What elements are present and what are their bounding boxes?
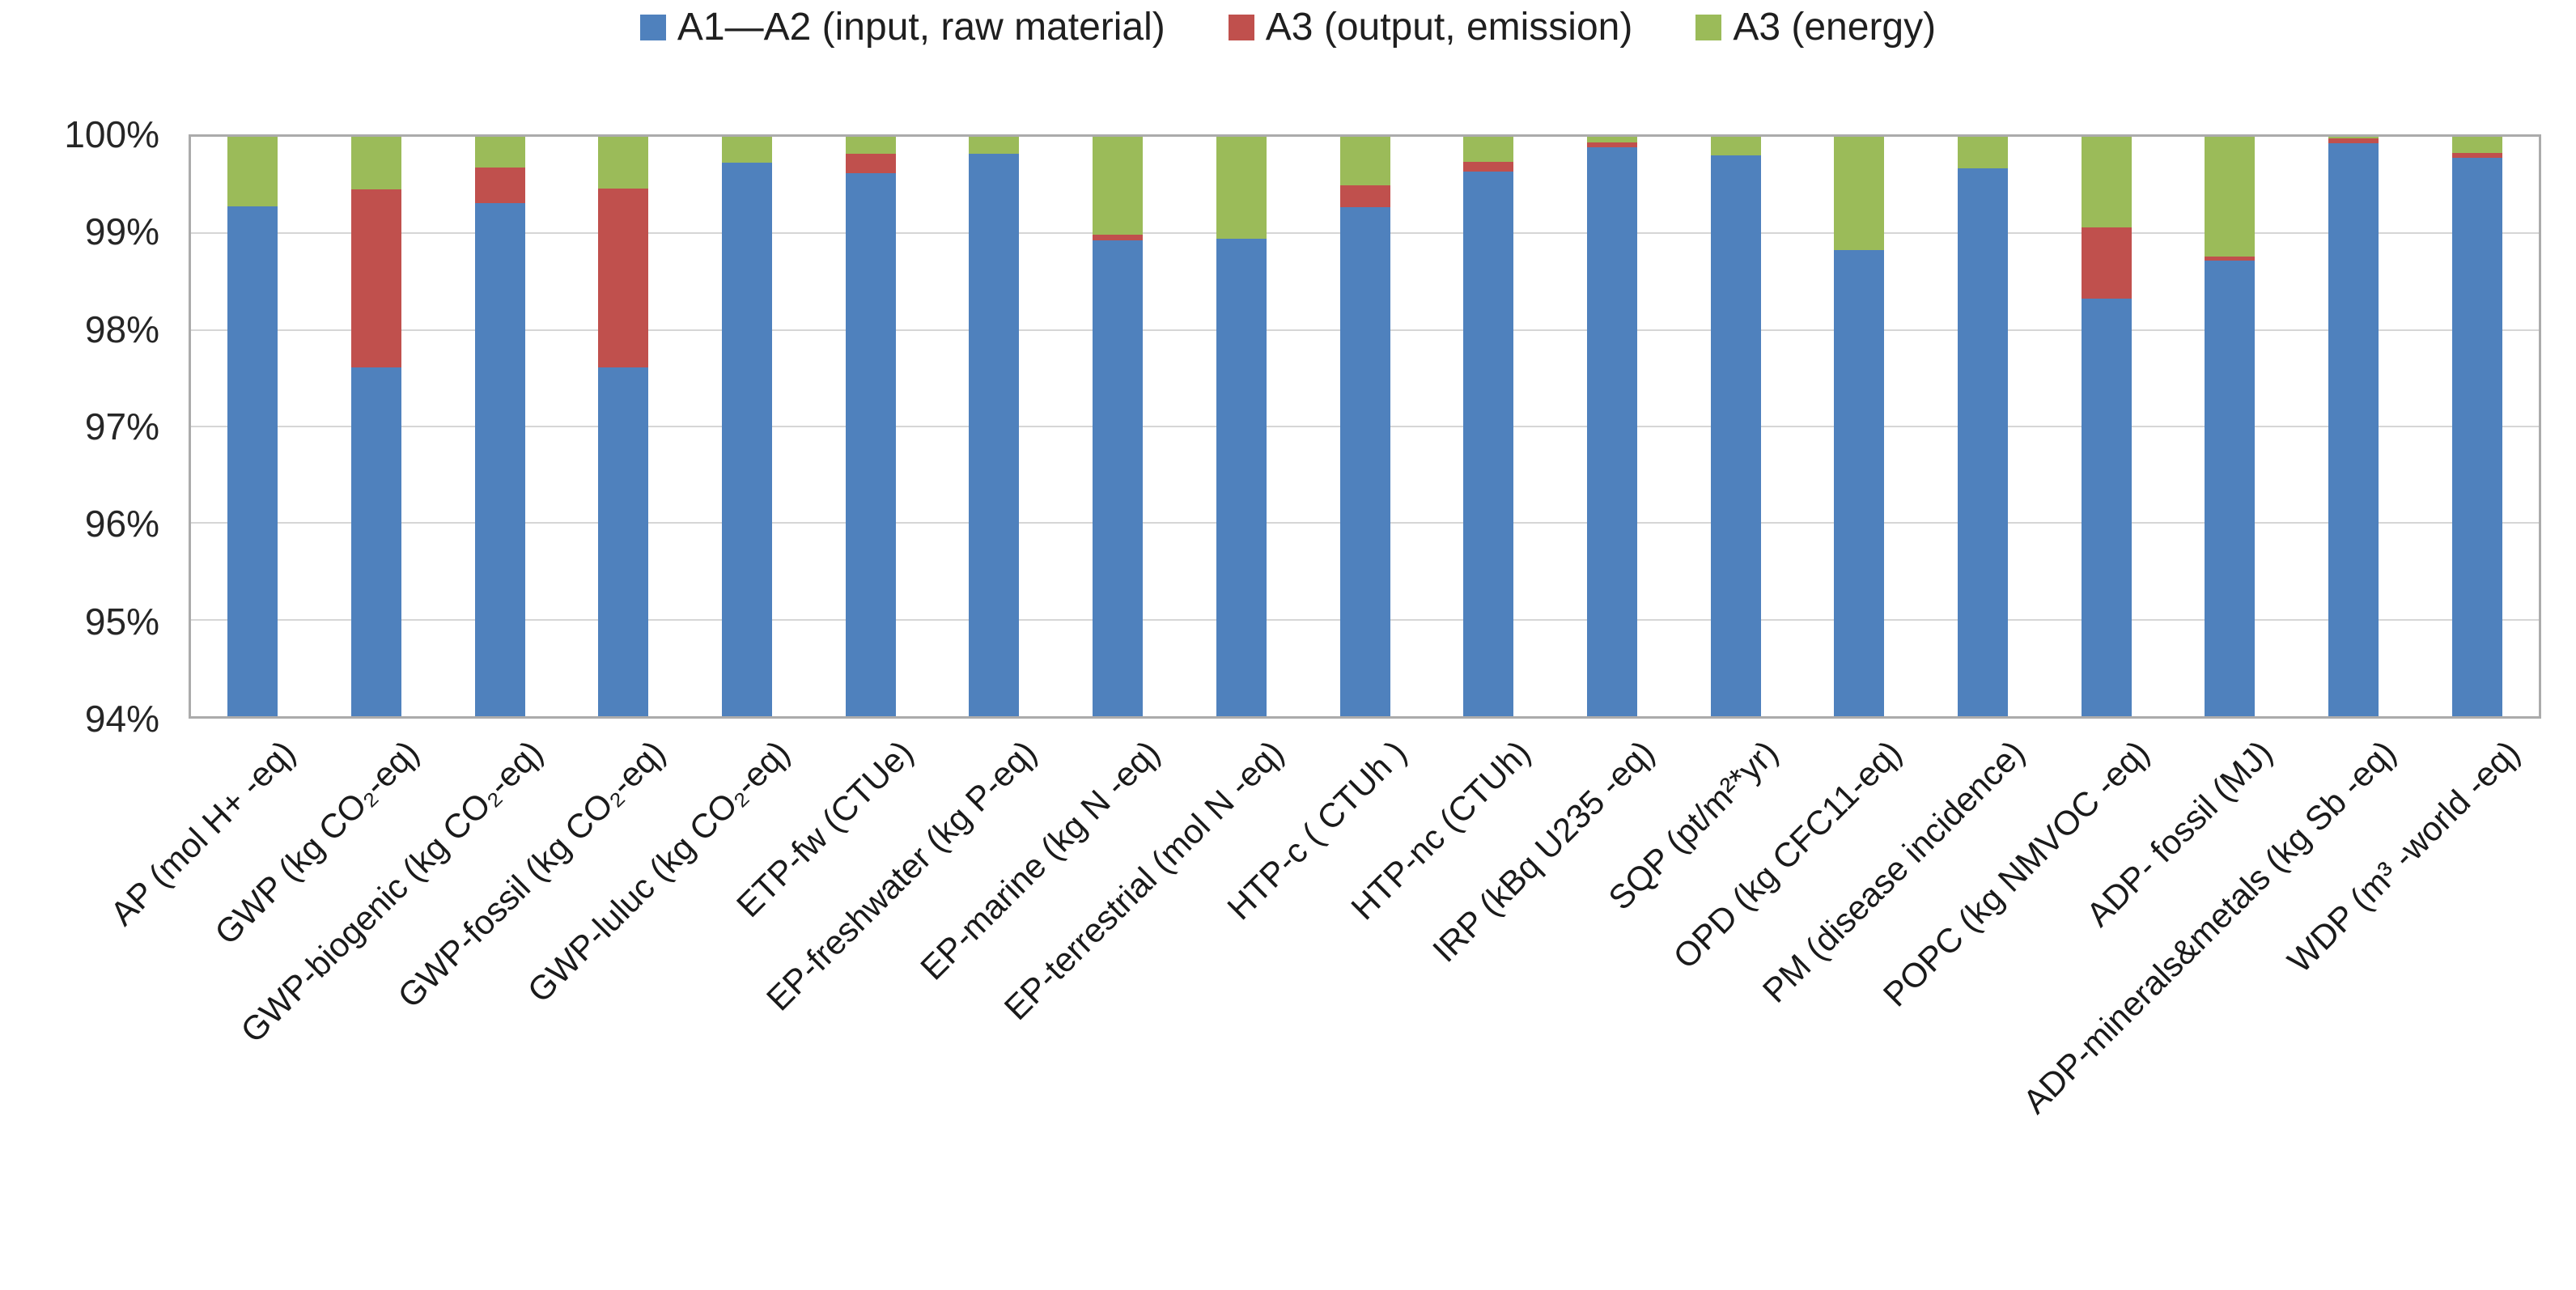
stacked-bar bbox=[1834, 137, 1884, 716]
y-tick-label: 94% bbox=[84, 698, 159, 740]
stacked-bar bbox=[1216, 137, 1267, 716]
bar-segment-a3-output-emission bbox=[1340, 185, 1390, 207]
bar-segment-a3-output-emission bbox=[1093, 235, 1143, 240]
y-tick-label: 100% bbox=[64, 113, 159, 155]
legend: A1—A2 (input, raw material) A3 (output, … bbox=[0, 3, 2576, 52]
stacked-bar bbox=[1093, 137, 1143, 716]
bar-segment-a3-energy bbox=[2205, 137, 2255, 257]
stacked-bar bbox=[1340, 137, 1390, 716]
stacked-bar bbox=[969, 137, 1019, 716]
x-tick-label: OPD (kg CFC11-eq) bbox=[1666, 732, 1909, 976]
bar-segment-a3-energy bbox=[1834, 137, 1884, 250]
bar-segment-a3-energy bbox=[846, 137, 896, 154]
y-tick-label: 99% bbox=[84, 210, 159, 252]
bar-segment-a1-a2-input-raw-material bbox=[1093, 240, 1143, 716]
x-tick-label: WDP (m³ -world -eq) bbox=[2280, 732, 2527, 980]
bar-segment-a1-a2-input-raw-material bbox=[1463, 172, 1513, 716]
stacked-bar bbox=[846, 137, 896, 716]
bar-segment-a3-energy bbox=[2082, 137, 2132, 227]
bar-segment-a3-output-emission bbox=[2082, 227, 2132, 299]
bar-segment-a3-energy bbox=[1711, 137, 1761, 155]
y-tick-label: 98% bbox=[84, 308, 159, 350]
bar-segment-a1-a2-input-raw-material bbox=[598, 367, 648, 716]
stacked-bar bbox=[227, 137, 278, 716]
bar-segment-a1-a2-input-raw-material bbox=[2452, 158, 2502, 716]
bar-segment-a1-a2-input-raw-material bbox=[1340, 207, 1390, 716]
bar-segment-a3-energy bbox=[1958, 137, 2008, 168]
bar-segment-a1-a2-input-raw-material bbox=[1587, 147, 1637, 716]
plot-area bbox=[189, 134, 2541, 719]
bar-segment-a3-output-emission bbox=[846, 154, 896, 173]
x-tick-label: EP-marine (kg N -eq) bbox=[913, 732, 1168, 987]
stacked-bar bbox=[1587, 137, 1637, 716]
bar-segment-a1-a2-input-raw-material bbox=[227, 206, 278, 716]
stacked-bar bbox=[475, 137, 525, 716]
legend-label-a3-energy: A3 (energy) bbox=[1733, 6, 1937, 49]
bar-segment-a3-energy bbox=[598, 137, 648, 189]
legend-label-a1-a2: A1—A2 (input, raw material) bbox=[677, 6, 1165, 49]
stacked-bar bbox=[2205, 137, 2255, 716]
bar-segment-a3-energy bbox=[2328, 137, 2379, 138]
bar-segment-a3-energy bbox=[1340, 137, 1390, 185]
legend-swatch-a3-energy bbox=[1695, 15, 1722, 40]
bar-segment-a3-output-emission bbox=[475, 168, 525, 203]
stacked-bar bbox=[351, 137, 401, 716]
stacked-bar bbox=[1711, 137, 1761, 716]
stacked-bar bbox=[1958, 137, 2008, 716]
legend-swatch-a1-a2 bbox=[639, 15, 666, 40]
bar-segment-a1-a2-input-raw-material bbox=[2328, 143, 2379, 716]
bar-segment-a3-energy bbox=[1463, 137, 1513, 162]
stacked-bar bbox=[2082, 137, 2132, 716]
stacked-bar bbox=[1463, 137, 1513, 716]
bar-segment-a3-output-emission bbox=[2452, 153, 2502, 158]
stacked-bar bbox=[722, 137, 772, 716]
bar-segment-a1-a2-input-raw-material bbox=[846, 173, 896, 716]
legend-item-a3-output: A3 (output, emission) bbox=[1228, 6, 1633, 49]
bar-segment-a3-energy bbox=[2452, 137, 2502, 153]
legend-item-a3-energy: A3 (energy) bbox=[1695, 8, 1936, 47]
bar-segment-a3-output-emission bbox=[598, 189, 648, 367]
bar-segment-a3-energy bbox=[227, 137, 278, 206]
y-tick-label: 95% bbox=[84, 600, 159, 643]
bar-segment-a3-energy bbox=[1093, 137, 1143, 235]
bar-segment-a3-energy bbox=[475, 137, 525, 168]
bar-segment-a1-a2-input-raw-material bbox=[1216, 239, 1267, 716]
bar-segment-a1-a2-input-raw-material bbox=[1711, 155, 1761, 716]
y-tick-label: 97% bbox=[84, 405, 159, 448]
bar-segment-a3-energy bbox=[1587, 137, 1637, 142]
bar-segment-a1-a2-input-raw-material bbox=[2082, 299, 2132, 716]
bar-segment-a3-output-emission bbox=[351, 189, 401, 367]
legend-label-a3-output: A3 (output, emission) bbox=[1265, 6, 1633, 49]
x-tick-label: IRP (kBq U235 -eq) bbox=[1425, 732, 1662, 970]
y-tick-label: 96% bbox=[84, 503, 159, 545]
bar-segment-a3-energy bbox=[969, 137, 1019, 154]
bar-segment-a3-output-emission bbox=[1463, 162, 1513, 172]
bar-segment-a1-a2-input-raw-material bbox=[2205, 261, 2255, 716]
bar-segment-a3-energy bbox=[722, 137, 772, 163]
bar-segment-a1-a2-input-raw-material bbox=[351, 367, 401, 716]
bar-segment-a3-output-emission bbox=[2205, 257, 2255, 261]
stacked-bar bbox=[598, 137, 648, 716]
bar-segment-a1-a2-input-raw-material bbox=[722, 163, 772, 716]
bar-segment-a1-a2-input-raw-material bbox=[969, 154, 1019, 716]
legend-item-a1-a2: A1—A2 (input, raw material) bbox=[639, 6, 1165, 49]
bar-segment-a3-output-emission bbox=[1587, 142, 1637, 147]
bar-segment-a1-a2-input-raw-material bbox=[475, 203, 525, 716]
bar-segment-a3-output-emission bbox=[2328, 138, 2379, 143]
legend-swatch-a3-output bbox=[1228, 15, 1254, 40]
stacked-bar bbox=[2328, 137, 2379, 716]
bar-segment-a1-a2-input-raw-material bbox=[1834, 250, 1884, 716]
bar-segment-a3-energy bbox=[351, 137, 401, 189]
bar-segment-a1-a2-input-raw-material bbox=[1958, 168, 2008, 716]
stacked-bar bbox=[2452, 137, 2502, 716]
bar-segment-a3-energy bbox=[1216, 137, 1267, 239]
